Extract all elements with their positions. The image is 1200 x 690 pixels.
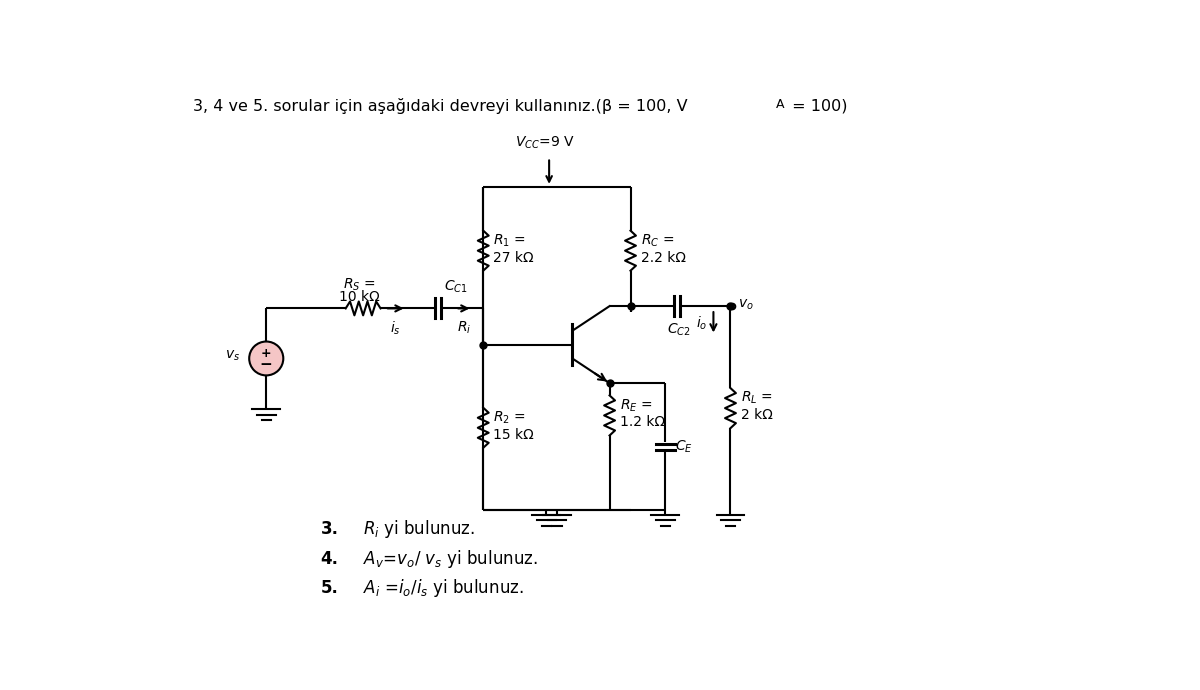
Text: 3.: 3. — [320, 520, 338, 538]
Text: $R_C$ =: $R_C$ = — [641, 233, 674, 249]
Text: A: A — [776, 97, 785, 110]
Text: 5.: 5. — [320, 579, 338, 597]
Text: $i_o$: $i_o$ — [696, 315, 707, 332]
Text: $A_i$ =$i_o$/$i_s$ yi bulunuz.: $A_i$ =$i_o$/$i_s$ yi bulunuz. — [364, 577, 524, 599]
Text: +: + — [260, 347, 271, 360]
Text: $R_L$ =: $R_L$ = — [740, 390, 773, 406]
Text: 3, 4 ve 5. sorular için aşağıdaki devreyi kullanınız.(β = 100, V: 3, 4 ve 5. sorular için aşağıdaki devrey… — [193, 98, 688, 114]
Text: 10 kΩ: 10 kΩ — [338, 290, 379, 304]
Text: 4.: 4. — [320, 550, 338, 568]
Text: $R_S$ =: $R_S$ = — [343, 277, 376, 293]
Text: $C_E$: $C_E$ — [674, 438, 692, 455]
Text: 27 kΩ: 27 kΩ — [493, 250, 534, 264]
Text: $v_s$: $v_s$ — [224, 348, 240, 362]
Text: $R_2$ =: $R_2$ = — [493, 410, 526, 426]
Text: 2.2 kΩ: 2.2 kΩ — [641, 250, 685, 264]
Text: 1.2 kΩ: 1.2 kΩ — [619, 415, 665, 429]
Text: 2 kΩ: 2 kΩ — [740, 408, 773, 422]
Text: 15 kΩ: 15 kΩ — [493, 428, 534, 442]
Text: $i_s$: $i_s$ — [390, 319, 401, 337]
Text: $R_i$: $R_i$ — [457, 319, 472, 335]
Text: $R_1$ =: $R_1$ = — [493, 233, 526, 249]
Text: = 100): = 100) — [787, 99, 847, 113]
Text: $v_o$: $v_o$ — [738, 297, 754, 312]
Text: $C_{C2}$: $C_{C2}$ — [667, 322, 690, 338]
Text: $R_E$ =: $R_E$ = — [619, 398, 653, 415]
Text: $V_{CC}$=9 V: $V_{CC}$=9 V — [516, 135, 575, 151]
Text: −: − — [260, 357, 272, 372]
Circle shape — [250, 342, 283, 375]
Text: $A_v$=$v_o$/ $v_s$ yi bulunuz.: $A_v$=$v_o$/ $v_s$ yi bulunuz. — [364, 548, 538, 570]
Text: $C_{C1}$: $C_{C1}$ — [444, 278, 468, 295]
Text: $R_i$ yi bulunuz.: $R_i$ yi bulunuz. — [364, 518, 475, 540]
